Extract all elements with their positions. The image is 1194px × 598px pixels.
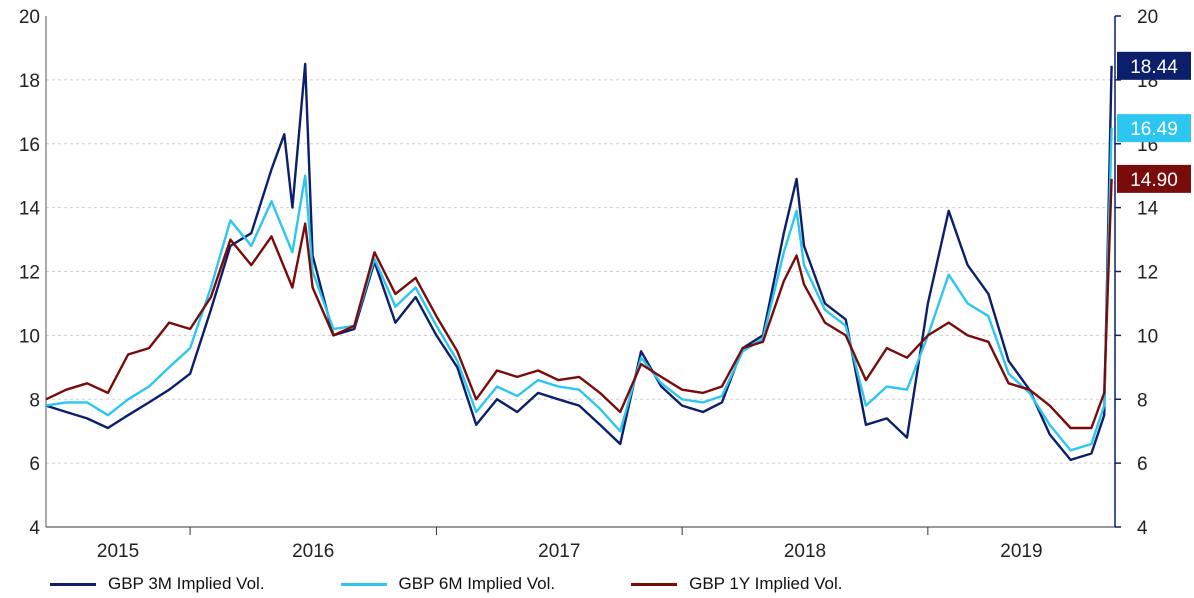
legend-item-6m: GBP 6M Implied Vol. [340,574,556,594]
legend-item-3m: GBP 3M Implied Vol. [50,574,265,594]
x-axis-year-label: 2016 [292,541,334,562]
y-tick-label-left: 20 [19,7,40,28]
y-tick-label-left: 4 [29,518,40,539]
legend-label-3m: GBP 3M Implied Vol. [108,574,265,593]
end-label-box [1117,164,1191,193]
end-value-label: 16.49 [1130,119,1178,140]
legend: GBP 3M Implied Vol. GBP 6M Implied Vol. … [50,572,919,596]
end-value-label: 18.44 [1130,57,1178,78]
y-tick-label-left: 10 [19,326,40,347]
gridlines [46,79,1115,464]
y-tick-label-right: 10 [1137,326,1158,347]
x-axis-labels: 2015 2016 2017 2018 2019 [97,541,1043,562]
x-axis-year-label: 2018 [784,541,826,562]
legend-label-6m: GBP 6M Implied Vol. [398,574,556,593]
series-line-1y [45,178,1113,430]
legend-swatch-1y [631,582,678,586]
series-line-6m [45,128,1113,452]
end-label-box [1117,114,1191,143]
y-tick-label-left: 6 [29,454,40,475]
series-lines [45,62,1113,462]
y-tick-label-left: 8 [29,390,40,411]
end-label-box [1117,51,1191,80]
y-tick-label-right: 6 [1137,454,1148,475]
legend-item-1y: GBP 1Y Implied Vol. [631,574,843,594]
y-tick-label-right: 8 [1137,390,1148,411]
series-line-3m [45,62,1113,462]
y-tick-label-left: 16 [19,135,40,156]
legend-swatch-3m [50,582,96,586]
y-tick-label-right: 12 [1137,263,1158,284]
x-axis-year-label: 2015 [97,541,139,562]
y-tick-label-left: 14 [19,199,41,220]
y-tick-label-right: 20 [1137,7,1158,28]
y-tick-label-right: 14 [1137,199,1159,220]
y-tick-label-left: 18 [19,71,40,92]
end-value-label: 14.90 [1130,170,1178,191]
y-tick-label-right: 4 [1137,518,1148,539]
x-axis-year-label: 2019 [1000,541,1042,562]
x-axis-year-label: 2017 [538,541,580,562]
legend-label-1y: GBP 1Y Implied Vol. [689,574,843,593]
legend-swatch-6m [340,582,387,586]
end-value-labels: 18.44 16.49 14.90 [1117,51,1191,193]
y-tick-label-left: 12 [19,263,40,284]
